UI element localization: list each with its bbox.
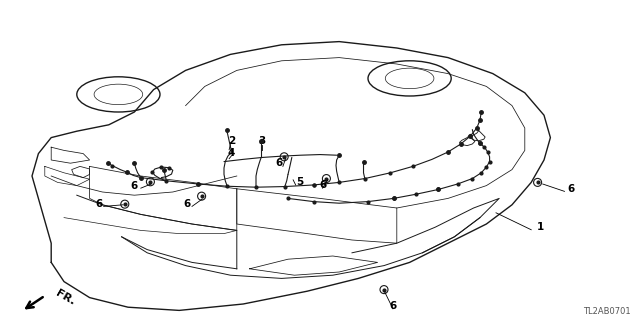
Text: 6: 6 (319, 180, 326, 190)
Text: TL2AB0701: TL2AB0701 (583, 308, 630, 316)
Text: 6: 6 (183, 199, 191, 209)
Text: 6: 6 (95, 199, 102, 209)
Text: FR.: FR. (54, 288, 76, 307)
Text: 2: 2 (228, 136, 236, 147)
Text: 6: 6 (131, 180, 138, 191)
Text: 3: 3 (259, 136, 266, 147)
Text: 6: 6 (567, 184, 575, 194)
Text: 1: 1 (536, 222, 543, 232)
Text: 6: 6 (275, 158, 283, 168)
Text: 4: 4 (228, 148, 236, 158)
Text: 5: 5 (296, 177, 303, 187)
Text: 6: 6 (389, 300, 397, 311)
